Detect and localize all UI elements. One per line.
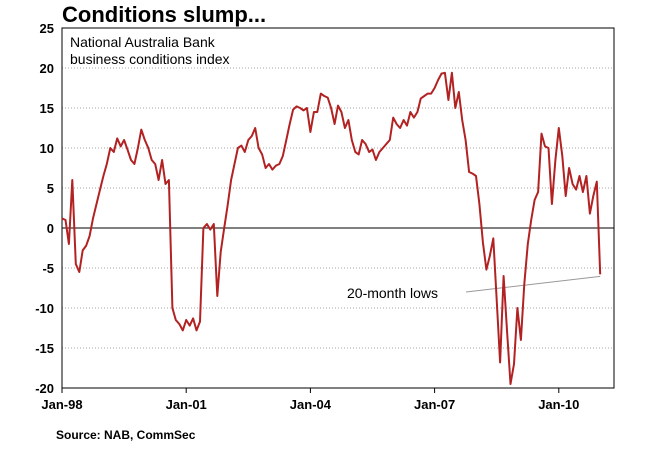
y-tick-label: -10 xyxy=(35,301,54,316)
plot-frame xyxy=(61,27,615,389)
annotation-leader-line xyxy=(465,275,601,293)
x-tick-label: Jan-10 xyxy=(538,397,579,412)
y-tick-label: -5 xyxy=(42,261,54,276)
y-tick-label: 0 xyxy=(47,221,54,236)
source-note: Source: NAB, CommSec xyxy=(56,428,196,442)
y-tick-label: 15 xyxy=(40,101,54,116)
x-tick-label: Jan-01 xyxy=(166,397,207,412)
x-tick-label: Jan-04 xyxy=(290,397,332,412)
chart-title: Conditions slump... xyxy=(62,2,267,27)
x-tick-label: Jan-07 xyxy=(414,397,455,412)
chart-label-line-1: National Australia Bank xyxy=(70,34,216,50)
y-tick-label: 10 xyxy=(40,141,54,156)
x-axis: Jan-98 Jan-01 Jan-04 Jan-07 Jan-10 xyxy=(41,388,579,412)
annotation-text: 20-month lows xyxy=(347,285,438,301)
y-axis: 25 20 15 10 5 0 -5 -10 -15 -20 xyxy=(35,21,54,396)
series-line xyxy=(61,71,602,385)
y-tick-label: -15 xyxy=(35,341,54,356)
y-tick-label: 20 xyxy=(40,61,54,76)
x-tick-label: Jan-98 xyxy=(41,397,82,412)
chart-label-line-2: business conditions index xyxy=(70,51,230,67)
y-tick-label: 5 xyxy=(47,181,54,196)
y-tick-label: -20 xyxy=(35,381,54,396)
y-tick-label: 25 xyxy=(40,21,54,36)
